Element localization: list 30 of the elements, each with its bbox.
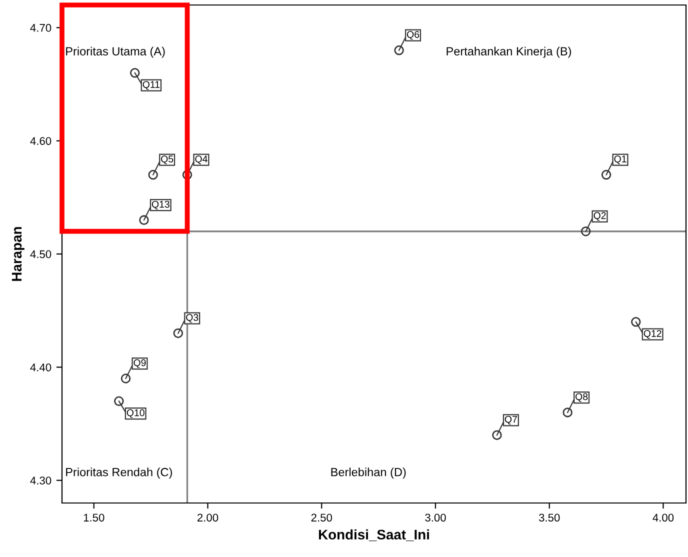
x-tick-label: 4.00 — [652, 514, 674, 522]
x-tick-label: 2.00 — [198, 514, 218, 522]
data-label: Q11 — [142, 81, 160, 90]
annotation: Prioritas Utama (A) — [66, 46, 165, 58]
annotation: Pertahankan Kinerja (B) — [446, 46, 572, 58]
x-tick-label: 1.50 — [84, 514, 104, 522]
x-tick-label: 3.50 — [538, 514, 560, 522]
data-label: Q8 — [576, 393, 588, 402]
annotation: Berlebihan (D) — [331, 468, 406, 479]
y-tick-label: 4.40 — [30, 363, 52, 372]
data-label: Q7 — [504, 416, 517, 424]
x-tick-label: 3.00 — [425, 514, 446, 522]
data-label: Q3 — [186, 314, 198, 323]
annotation: Prioritas Rendah (C) — [66, 468, 172, 479]
x-axis-title: Kondisi_Saat_Ini — [318, 529, 429, 542]
data-label: Q4 — [195, 156, 208, 164]
y-tick-label: 4.30 — [30, 476, 52, 484]
data-label: Q10 — [126, 409, 144, 418]
data-label: Q1 — [614, 156, 626, 164]
data-label: Q6 — [407, 31, 420, 40]
y-axis-title: Harapan — [12, 227, 24, 281]
data-label: Q2 — [594, 212, 606, 221]
data-label: Q5 — [161, 156, 174, 164]
y-tick-label: 4.60 — [30, 137, 52, 145]
data-label: Q9 — [134, 359, 146, 368]
y-tick-label: 4.50 — [30, 250, 52, 258]
x-tick-label: 2.50 — [311, 514, 332, 522]
y-tick-label: 4.70 — [30, 24, 52, 32]
data-label: Q13 — [152, 200, 170, 210]
data-label: Q12 — [644, 330, 662, 339]
